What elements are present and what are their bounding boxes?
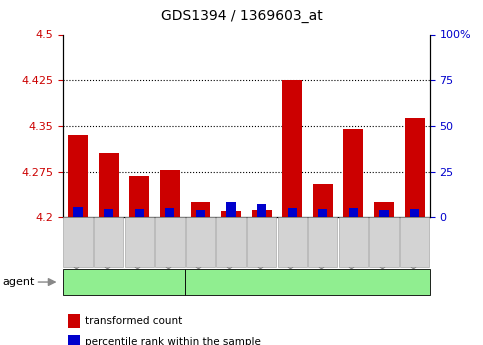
Bar bbox=[374, 202, 394, 217]
Text: percentile rank within the sample: percentile rank within the sample bbox=[85, 337, 260, 345]
Text: GSM61815: GSM61815 bbox=[318, 219, 327, 268]
Bar bbox=[252, 210, 271, 217]
Text: GSM61816: GSM61816 bbox=[349, 219, 358, 268]
Text: GSM61818: GSM61818 bbox=[410, 219, 419, 268]
Bar bbox=[405, 118, 425, 217]
Bar bbox=[318, 209, 327, 217]
Bar bbox=[282, 80, 302, 217]
Text: GSM61814: GSM61814 bbox=[288, 219, 297, 268]
Text: GSM61810: GSM61810 bbox=[165, 219, 174, 268]
Text: GSM61813: GSM61813 bbox=[257, 219, 266, 268]
Bar bbox=[410, 209, 419, 217]
Bar bbox=[73, 207, 83, 217]
Bar bbox=[343, 129, 363, 217]
Bar bbox=[287, 208, 297, 217]
Text: GSM61808: GSM61808 bbox=[104, 219, 113, 268]
Text: GSM61812: GSM61812 bbox=[227, 219, 236, 268]
Text: GSM61807: GSM61807 bbox=[73, 219, 83, 268]
Text: GSM61811: GSM61811 bbox=[196, 219, 205, 268]
Bar bbox=[104, 209, 113, 217]
Text: agent: agent bbox=[2, 277, 35, 287]
Text: control: control bbox=[105, 277, 143, 287]
Bar bbox=[313, 184, 333, 217]
Bar bbox=[129, 176, 149, 217]
Text: GDS1394 / 1369603_at: GDS1394 / 1369603_at bbox=[161, 9, 322, 23]
Bar bbox=[99, 154, 119, 217]
Bar bbox=[257, 204, 266, 217]
Text: GSM61817: GSM61817 bbox=[380, 219, 388, 268]
Bar bbox=[221, 211, 241, 217]
Bar bbox=[68, 135, 88, 217]
Bar bbox=[190, 202, 211, 217]
Bar bbox=[227, 202, 236, 217]
Text: transformed count: transformed count bbox=[85, 316, 182, 326]
Text: D-penicillamine: D-penicillamine bbox=[264, 277, 351, 287]
Bar bbox=[160, 170, 180, 217]
Bar bbox=[135, 209, 144, 217]
Bar bbox=[380, 210, 388, 217]
Text: GSM61809: GSM61809 bbox=[135, 219, 144, 268]
Bar bbox=[349, 208, 358, 217]
Bar bbox=[196, 210, 205, 217]
Bar bbox=[165, 208, 174, 217]
